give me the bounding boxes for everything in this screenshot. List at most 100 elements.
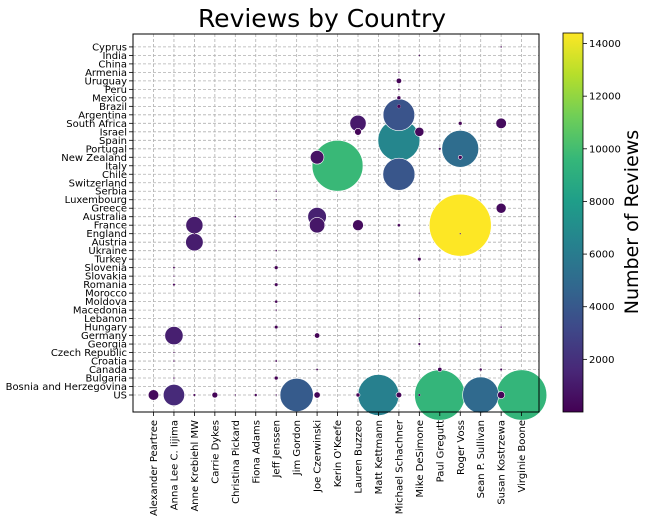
- x-tick-label: Susan Kostrzewa: [497, 420, 508, 505]
- colorbar: [562, 32, 584, 413]
- scatter-point: [173, 351, 175, 354]
- colorbar-tick-label: 2000: [589, 355, 614, 366]
- y-tick-label: Mexico: [92, 93, 127, 104]
- scatter-point: [173, 377, 175, 379]
- scatter-point: [441, 130, 479, 168]
- x-tick-label: Carrie Dykes: [210, 420, 221, 484]
- y-tick-label: Morocco: [85, 289, 127, 300]
- scatter-point: [193, 232, 196, 235]
- x-tick-label: Mike DeSimone: [415, 420, 426, 498]
- y-tick-label: Germany: [81, 331, 127, 342]
- scatter-point: [382, 98, 416, 131]
- scatter-point: [428, 193, 492, 257]
- scatter-point: [275, 359, 278, 363]
- y-tick-label: Lebanon: [84, 314, 127, 325]
- plot-grid: [133, 34, 539, 412]
- y-tick-label: Uruguay: [85, 76, 128, 87]
- scatter-point: [479, 368, 483, 371]
- scatter-point: [275, 394, 278, 396]
- y-tick-label: Slovakia: [85, 272, 127, 283]
- y-tick-label: Peru: [105, 85, 127, 96]
- x-tick-label: Jeff Jenssen: [272, 420, 283, 479]
- scatter-point: [147, 389, 160, 401]
- scatter-point: [354, 128, 362, 136]
- scatter-point: [274, 282, 278, 287]
- scatter-point: [459, 232, 462, 235]
- y-tick-label: Czech Republic: [51, 348, 127, 359]
- y-tick-label: Moldova: [85, 297, 127, 308]
- colorbar-tick-label: 10000: [589, 144, 621, 155]
- y-tick-label: Switzerland: [69, 178, 127, 189]
- y-tick-label: France: [94, 221, 127, 232]
- scatter-point: [418, 393, 421, 397]
- scatter-point: [395, 77, 402, 84]
- scatter-point: [234, 215, 237, 218]
- scatter-point: [417, 257, 422, 261]
- x-tick-label: Paul Gregutt: [435, 420, 446, 482]
- y-tick-label: New Zealand: [61, 153, 127, 164]
- scatter-point: [173, 275, 175, 277]
- colorbar-tick-label: 12000: [589, 92, 621, 103]
- x-tick-label: Sean P. Sullivan: [476, 420, 487, 498]
- colorbar-tick-label: 14000: [589, 39, 621, 50]
- scatter-point: [457, 154, 463, 160]
- colorbar-tick-label: 8000: [589, 197, 614, 208]
- scatter-point: [495, 117, 507, 129]
- x-tick-label: Jim Gordon: [292, 420, 303, 476]
- scatter-point: [500, 45, 503, 48]
- scatter-point: [437, 367, 443, 372]
- y-tick-label: South Africa: [66, 119, 127, 130]
- y-tick-label: Hungary: [84, 323, 127, 334]
- y-tick-label: Bosnia and Herzegovina: [6, 382, 127, 393]
- y-tick-label: Israel: [100, 127, 127, 138]
- colorbar-ticks: 2000 4000 6000 8000 10000 12000 14000: [583, 39, 621, 366]
- y-tick-label: US: [113, 391, 127, 402]
- scatter-point: [172, 266, 176, 269]
- x-tick-label: Alexander Peartree: [149, 420, 160, 516]
- y-tick-label: Cyprus: [92, 42, 127, 53]
- y-tick-label: Romania: [83, 280, 127, 291]
- scatter-point: [382, 157, 416, 191]
- y-tick-label: Spain: [99, 136, 127, 147]
- scatter-point: [418, 292, 421, 294]
- scatter-point: [316, 368, 319, 371]
- colorbar-tick-label: 4000: [589, 302, 614, 313]
- scatter-point: [164, 326, 184, 346]
- x-tick-label: Anne Krebiehl MW: [190, 420, 201, 512]
- scatter-point: [275, 198, 277, 201]
- scatter-point: [211, 391, 219, 399]
- x-tick-label: Joe Czerwinski: [313, 420, 324, 493]
- scatter-point: [438, 147, 442, 151]
- scatter-point: [395, 391, 403, 399]
- x-axis-ticks: Alexander Peartree Anna Lee C. Iijima Anne…: [149, 412, 528, 516]
- scatter-point: [352, 219, 364, 231]
- scatter-point: [418, 54, 421, 57]
- x-tick-label: Anna Lee C. Iijima: [169, 420, 180, 510]
- x-tick-label: Matt Kettmann: [374, 420, 385, 494]
- x-tick-label: Roger Voss: [456, 420, 467, 475]
- scatter-point: [185, 216, 204, 235]
- scatter-point: [497, 391, 506, 399]
- scatter-point: [185, 233, 204, 252]
- scatter-point: [355, 392, 361, 398]
- scatter-point: [462, 376, 500, 414]
- scatter-point: [274, 265, 279, 270]
- y-tick-label: Australia: [83, 212, 127, 223]
- scatter-point: [418, 317, 421, 320]
- y-tick-label: Italy: [105, 161, 127, 172]
- y-tick-label: Ukraine: [88, 246, 127, 257]
- x-tick-label: Michael Schachner: [394, 419, 405, 514]
- y-tick-label: Croatia: [91, 357, 127, 368]
- scatter-point: [495, 202, 507, 214]
- scatter-point: [309, 150, 325, 165]
- scatter-point: [313, 391, 321, 399]
- scatter-point: [275, 309, 278, 311]
- scatter-point: [275, 190, 277, 193]
- x-tick-label: Kerin O'Keefe: [333, 420, 344, 487]
- y-tick-label: Canada: [89, 365, 127, 376]
- scatter-point: [274, 300, 278, 304]
- y-tick-label: China: [98, 59, 127, 70]
- scatter-point: [414, 126, 425, 137]
